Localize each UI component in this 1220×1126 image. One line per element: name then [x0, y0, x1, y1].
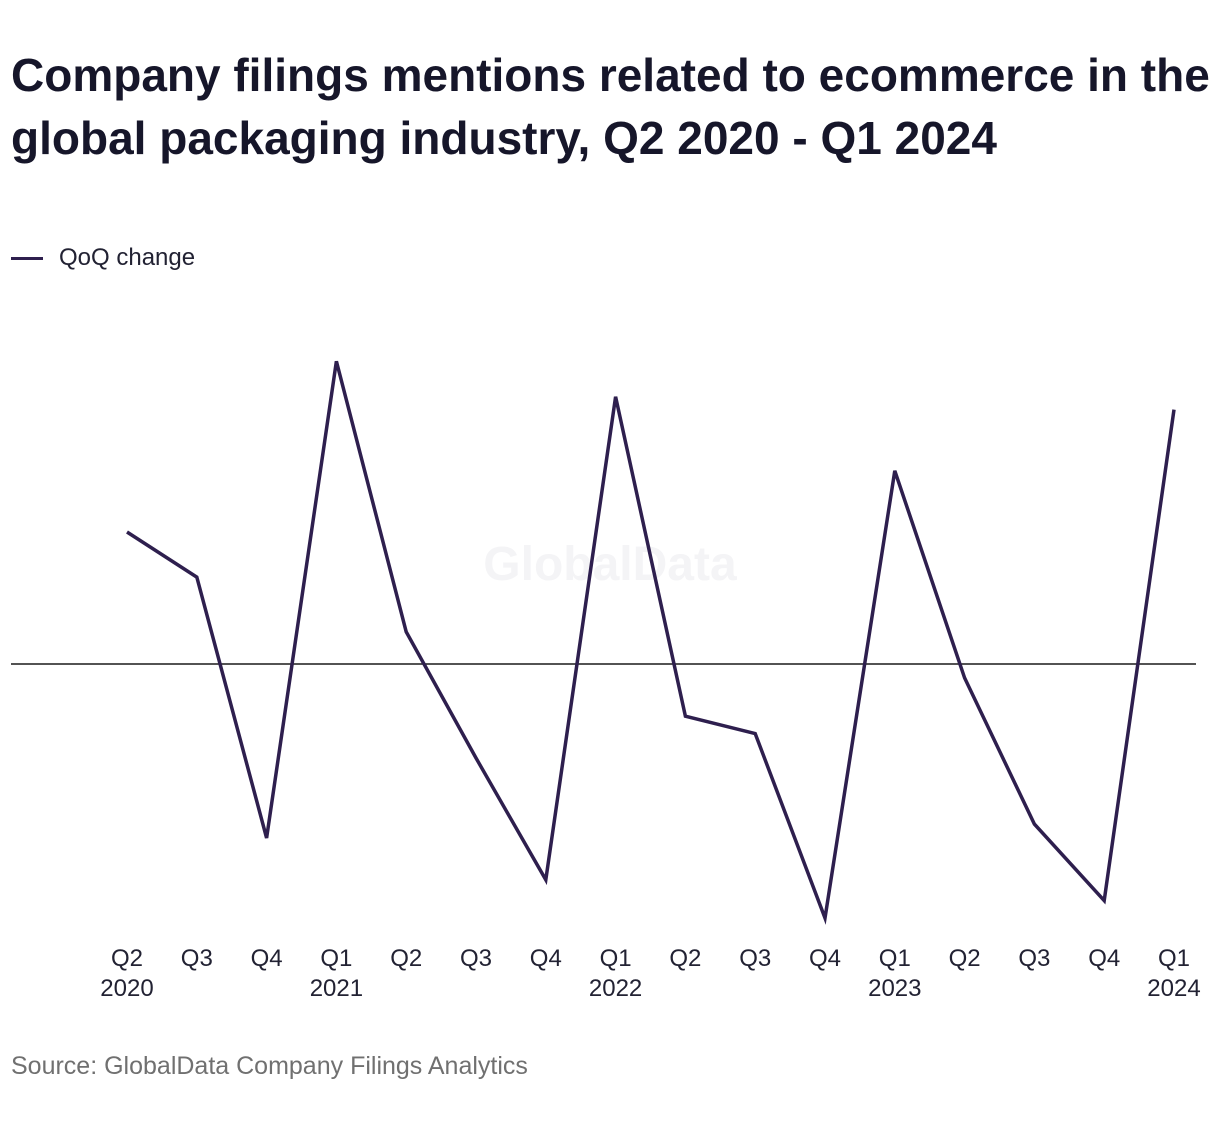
series-line: [126, 360, 1176, 925]
watermark-text: GlobalData: [483, 538, 737, 591]
x-tick-label: Q4: [251, 945, 283, 972]
x-tick-label: Q1 2022: [589, 945, 642, 1002]
x-tick-label: Q2 2020: [100, 945, 153, 1002]
chart-title: Company filings mentions related to ecom…: [11, 49, 1210, 164]
x-tick-label: Q1 2023: [868, 945, 921, 1002]
x-tick-label: Q1 2021: [310, 945, 363, 1002]
legend-swatch: [11, 256, 43, 260]
x-tick-label: Q2: [669, 945, 701, 972]
x-tick-label: Q3: [739, 945, 771, 972]
x-tick-label: Q4: [530, 945, 562, 972]
x-tick-label: Q4: [809, 945, 841, 972]
x-tick-label: Q3: [460, 945, 492, 972]
x-tick-label: Q3: [1018, 945, 1050, 972]
x-axis-ticks: Q2 2020 Q3 Q4 Q1 2021 Q2 Q3 Q4 Q1 2022 Q2 Q3 Q4 Q1 2023…: [100, 945, 1200, 1002]
x-tick-label: Q1 2024: [1147, 945, 1200, 1002]
x-tick-label: Q4: [1088, 945, 1120, 972]
source-note: Source: GlobalData Company Filings Analy…: [11, 1052, 528, 1080]
x-tick-label: Q2: [390, 945, 422, 972]
legend-label: QoQ change: [59, 244, 196, 271]
x-tick-label: Q2: [949, 945, 981, 972]
x-tick-label: Q3: [181, 945, 213, 972]
legend: QoQ change: [11, 240, 195, 276]
